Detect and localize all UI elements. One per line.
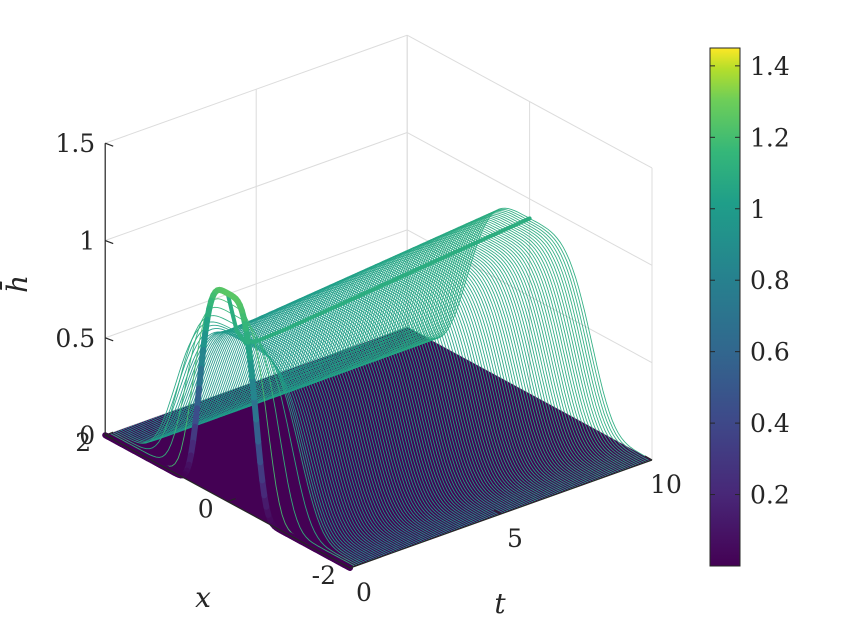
z-tick-label: 1 xyxy=(79,227,95,256)
z-tick-label: 1.5 xyxy=(55,129,95,158)
t-tick-label: 0 xyxy=(356,578,372,607)
x-tick xyxy=(349,564,359,569)
x-tick-label: 0 xyxy=(198,495,214,524)
grid-line xyxy=(406,34,653,169)
grid-line xyxy=(105,229,408,339)
colorbar-tick-label: 0.2 xyxy=(750,481,790,510)
front-profile-segment xyxy=(255,438,264,466)
t-tick-label: 10 xyxy=(650,470,682,499)
x-tick xyxy=(104,431,114,436)
colorbar-tick-label: 1.2 xyxy=(750,123,790,152)
z-tick-label: 0 xyxy=(79,421,95,450)
grid-line xyxy=(105,34,408,144)
z-tick xyxy=(104,239,114,245)
colorbar-tick-label: 1 xyxy=(750,195,766,224)
t-tick xyxy=(493,509,502,515)
colorbar: 0.2 0.4 0.6 0.8 1 1.2 1.4 xyxy=(709,47,790,567)
t-tick xyxy=(644,455,653,461)
z-tick xyxy=(104,337,114,342)
z-tick xyxy=(104,142,114,147)
front-profile-segment xyxy=(194,385,203,412)
z-axis-label: h̄ xyxy=(0,275,34,293)
front-profile-segment xyxy=(249,373,258,401)
colorbar-gradient xyxy=(709,47,741,567)
t-tick-label: 5 xyxy=(507,524,523,553)
surface-ridge xyxy=(225,216,532,346)
z-tick-label: 0.5 xyxy=(55,324,95,353)
x-axis-label: x xyxy=(195,581,211,614)
surface-floor xyxy=(105,327,652,568)
colorbar-tick-label: 0.6 xyxy=(750,338,790,367)
front-profile-segment xyxy=(251,394,260,423)
front-profile-segment xyxy=(196,365,205,392)
colorbar-tick-label: 0.4 xyxy=(750,409,790,438)
x-tick-label: 2 xyxy=(75,428,91,457)
grid-line xyxy=(406,132,653,266)
colorbar-tick-label: 1.4 xyxy=(750,52,790,81)
t-tick xyxy=(342,563,351,569)
front-profile-segment xyxy=(253,416,262,445)
front-profile-segment xyxy=(198,347,207,372)
z-tick xyxy=(104,434,114,439)
front-profile-segment xyxy=(247,354,256,380)
t-axis-label: t xyxy=(494,587,506,620)
front-profile-segment xyxy=(257,459,266,484)
front-profile-segment xyxy=(191,405,200,430)
colorbar-tick-label: 0.8 xyxy=(750,266,790,295)
x-tick xyxy=(227,498,236,503)
grid-line xyxy=(105,132,408,242)
x-tick-label: -2 xyxy=(312,561,336,590)
surface-mesh xyxy=(102,207,653,571)
